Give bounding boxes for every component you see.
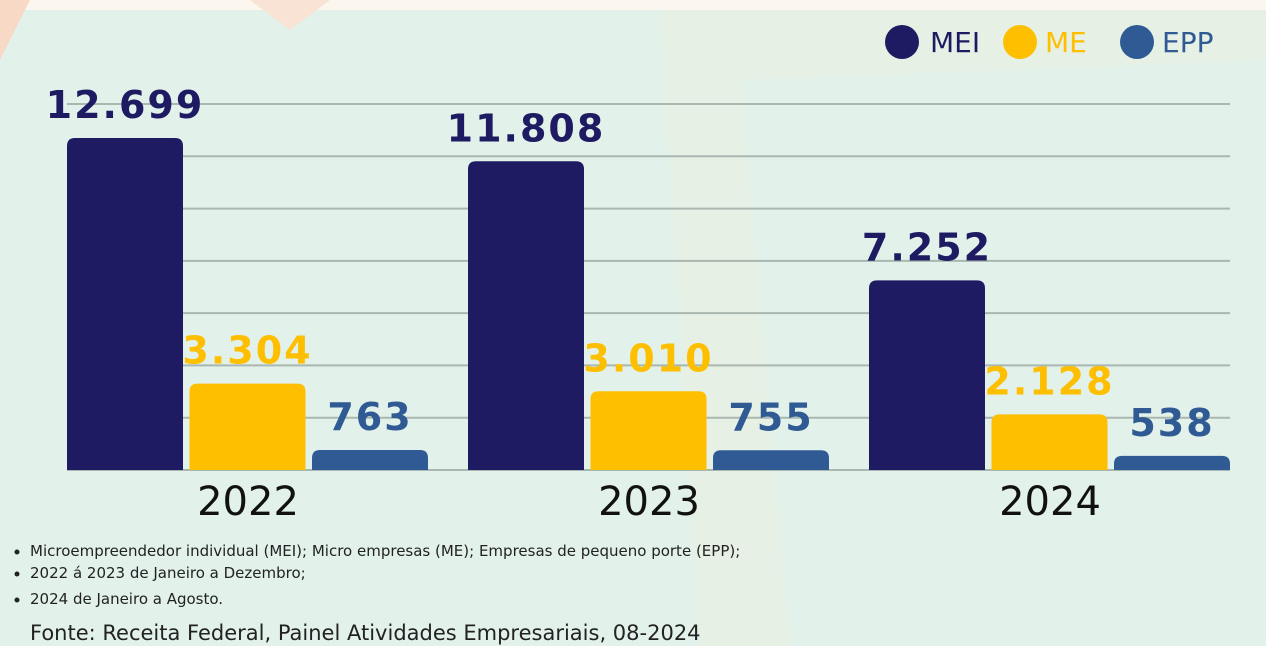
bar bbox=[991, 414, 1108, 470]
note: Microempreendedor individual (MEI); Micr… bbox=[30, 542, 740, 560]
bar bbox=[713, 450, 829, 470]
bar bbox=[67, 138, 183, 471]
legend-swatch bbox=[1120, 25, 1154, 59]
legend-swatch bbox=[1003, 25, 1037, 59]
bar bbox=[312, 450, 428, 470]
source: Fonte: Receita Federal, Painel Atividade… bbox=[30, 621, 701, 645]
bullet bbox=[14, 597, 20, 603]
bullet bbox=[14, 571, 20, 577]
legend-label: ME bbox=[1045, 26, 1087, 59]
decor bbox=[0, 0, 1266, 10]
legend-label: EPP bbox=[1162, 26, 1213, 59]
decor bbox=[0, 0, 30, 60]
value-label: 2.128 bbox=[984, 359, 1114, 403]
x-tick-label: 2022 bbox=[197, 479, 299, 525]
decor bbox=[660, 10, 1266, 646]
bar bbox=[468, 161, 584, 470]
value-label: 3.304 bbox=[182, 329, 312, 373]
legend-label: MEI bbox=[930, 26, 980, 59]
note: 2022 á 2023 de Janeiro a Dezembro; bbox=[30, 564, 306, 582]
decor bbox=[250, 0, 330, 30]
x-tick-label: 2023 bbox=[598, 479, 700, 525]
value-label: 7.252 bbox=[862, 225, 992, 269]
bullet bbox=[14, 549, 20, 555]
note: 2024 de Janeiro a Agosto. bbox=[30, 590, 223, 608]
bar bbox=[590, 391, 707, 470]
value-label: 11.808 bbox=[447, 106, 606, 150]
legend-swatch bbox=[885, 25, 919, 59]
bar bbox=[189, 383, 306, 470]
x-tick-label: 2024 bbox=[999, 479, 1101, 525]
bar bbox=[1114, 455, 1230, 470]
value-label: 12.699 bbox=[46, 83, 205, 127]
value-label: 538 bbox=[1129, 401, 1214, 445]
value-label: 3.010 bbox=[583, 336, 713, 380]
bar bbox=[869, 280, 985, 470]
value-label: 763 bbox=[327, 395, 412, 439]
value-label: 755 bbox=[728, 395, 813, 439]
